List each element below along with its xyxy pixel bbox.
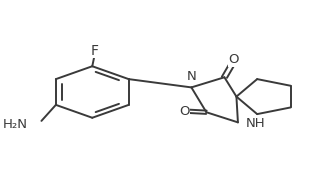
Text: O: O <box>228 53 239 66</box>
Text: NH: NH <box>245 117 265 130</box>
Text: H₂N: H₂N <box>3 118 28 131</box>
Text: O: O <box>179 105 190 118</box>
Text: F: F <box>91 44 99 58</box>
Text: N: N <box>187 70 196 83</box>
